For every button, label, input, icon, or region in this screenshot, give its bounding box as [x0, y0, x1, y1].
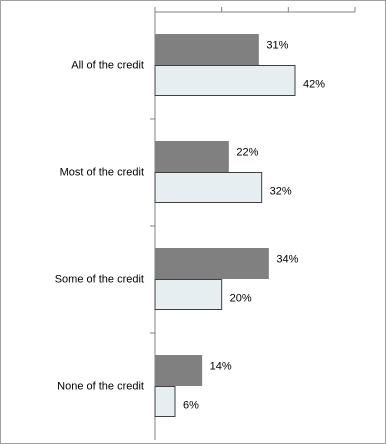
- bar: [154, 65, 296, 96]
- bar: [154, 279, 223, 310]
- bar: [154, 355, 203, 386]
- bar: [154, 34, 259, 65]
- bar: [154, 248, 269, 279]
- value-label: 31%: [266, 39, 288, 51]
- value-label: 20%: [230, 292, 252, 304]
- bar: [154, 141, 229, 172]
- category-label: Most of the credit: [60, 166, 144, 178]
- value-label: 6%: [183, 399, 199, 411]
- value-label: 22%: [236, 146, 258, 158]
- value-label: 14%: [210, 360, 232, 372]
- bar: [154, 172, 263, 203]
- value-label: 32%: [270, 185, 292, 197]
- value-label: 42%: [303, 78, 325, 90]
- category-label: All of the credit: [71, 59, 144, 71]
- value-label: 34%: [276, 253, 298, 265]
- category-label: None of the credit: [57, 380, 144, 392]
- bar: [154, 386, 176, 417]
- category-label: Some of the credit: [55, 273, 144, 285]
